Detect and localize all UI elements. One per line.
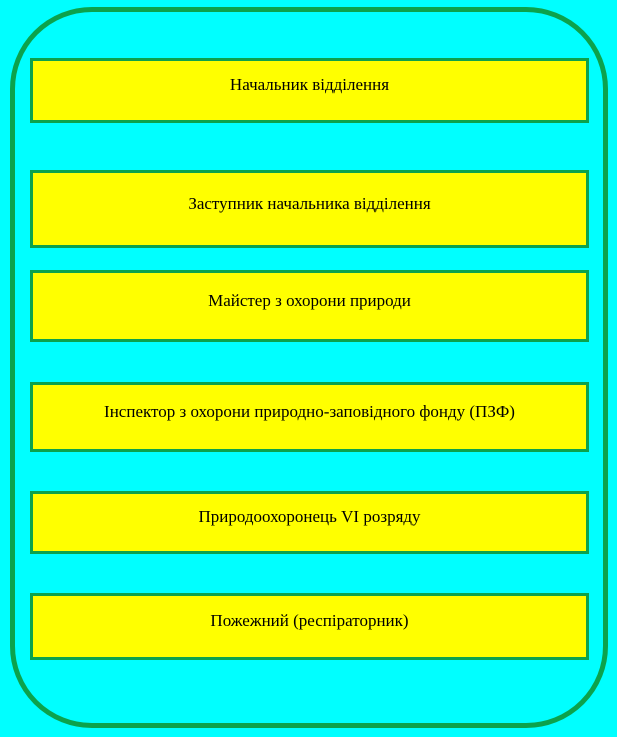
position-box-firefighter-respirator: Пожежний (респіраторник) (30, 593, 589, 660)
position-label: Інспектор з охорони природно-заповідного… (104, 401, 515, 421)
position-box-conservationist-grade-vi: Природоохоронець VI розряду (30, 491, 589, 554)
position-label: Природоохоронець VI розряду (198, 507, 421, 527)
position-box-nature-protection-master: Майстер з охорони природи (30, 270, 589, 342)
position-box-head-of-department: Начальник відділення (30, 58, 589, 123)
outer-rounded-frame (10, 7, 608, 728)
position-box-deputy-head: Заступник начальника відділення (30, 170, 589, 248)
position-label: Начальник відділення (229, 75, 390, 95)
position-label: Заступник начальника відділення (188, 193, 431, 213)
position-box-pzf-inspector: Інспектор з охорони природно-заповідного… (30, 382, 589, 452)
position-label: Майстер з охорони природи (208, 290, 411, 310)
position-label: Пожежний (респіраторник) (210, 611, 409, 631)
